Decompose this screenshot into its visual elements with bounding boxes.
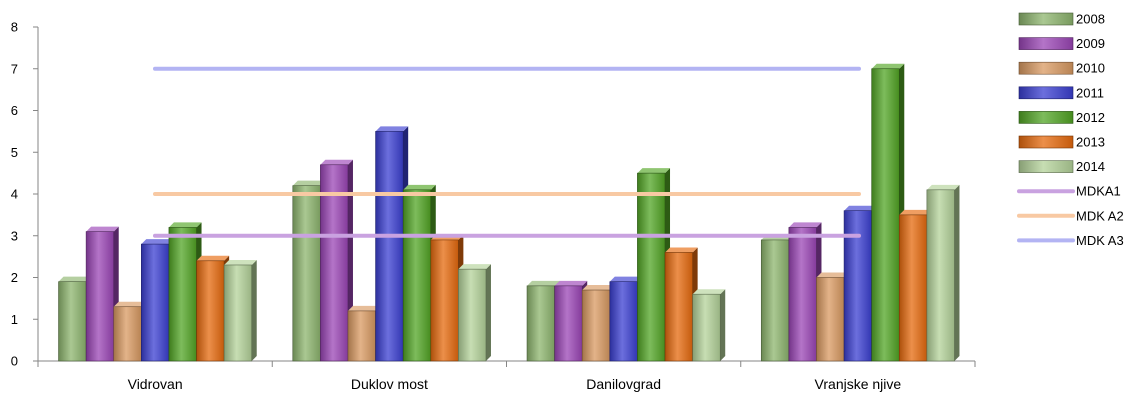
legend-label: 2012 [1076,110,1105,125]
bar [692,289,726,362]
legend-entry: 2011 [1018,85,1104,100]
legend-swatch [1018,160,1074,173]
legend-entry: MDK A2 [1017,208,1124,223]
x-category-label: Vranjske njive [815,376,902,392]
x-category-label: Vidrovan [128,376,183,392]
legend-swatch [1018,86,1074,100]
legend-entry: 2013 [1018,135,1105,150]
y-tick-label: 2 [11,270,18,285]
y-tick-label: 7 [11,61,18,76]
legend-entry: 2012 [1018,110,1105,125]
bars [58,63,960,362]
y-tick-label: 4 [11,187,18,202]
legend-label: 2011 [1076,85,1104,100]
legend-swatch [1018,135,1074,149]
bar [223,259,257,362]
legend-label: MDKA1 [1076,184,1121,199]
legend-label: MDK A3 [1076,233,1124,248]
x-category-label: Danilovgrad [586,376,661,392]
legend-swatch [1018,12,1074,26]
y-tick-label: 3 [11,228,18,243]
legend-entry: MDK A3 [1017,233,1124,248]
legend-swatch [1018,37,1074,50]
y-tick-label: 1 [11,312,18,327]
legend-label: 2013 [1076,135,1105,150]
bar [926,184,960,362]
bar [458,264,491,362]
x-category-label: Duklov most [351,376,428,392]
legend-label: 2010 [1076,61,1105,76]
legend-label: 2008 [1076,12,1105,27]
legend-label: MDK A2 [1076,208,1124,223]
y-tick-label: 0 [11,354,18,369]
reference-lines [153,66,861,238]
legend-entry: 2014 [1018,159,1105,174]
legend-entry: 2010 [1018,61,1105,76]
legend-swatch [1018,61,1074,75]
legend-entry: MDKA1 [1017,184,1121,199]
bar [402,184,436,362]
bar [320,159,353,362]
legend-entry: 2008 [1018,12,1105,27]
y-tick-label: 6 [11,103,18,118]
legend-swatch [1018,111,1074,124]
legend: 2008 2009 2010 2011 2012 2013 2014 MDKA1 MDK A2 M… [1017,12,1124,248]
legend-label: 2014 [1076,159,1105,174]
y-tick-label: 5 [11,145,18,160]
legend-entry: 2009 [1018,36,1105,51]
legend-label: 2009 [1076,36,1105,51]
y-tick-label: 8 [11,20,18,35]
